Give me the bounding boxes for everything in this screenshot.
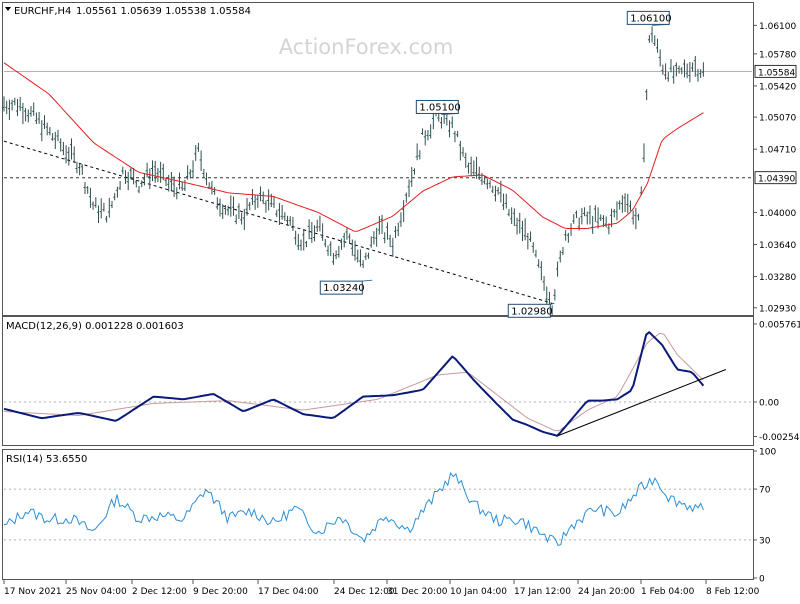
watermark: ActionForex.com <box>279 35 454 59</box>
price-ytick-label: 1.06100 <box>759 22 796 32</box>
macd-panel <box>2 316 754 446</box>
rsi-line <box>3 471 704 547</box>
current-price-label-box <box>754 64 797 78</box>
price-annotation-label: 1.02980 <box>511 306 552 317</box>
x-tick-label: 8 Feb 12:00 <box>706 587 760 597</box>
x-tick-label: 17 Nov 2021 <box>4 587 62 597</box>
price-annotation-box <box>415 99 459 114</box>
x-tick-label: 10 Jan 04:00 <box>450 587 507 597</box>
x-tick-label: 24 Jan 20:00 <box>578 587 635 597</box>
level-label: 1.04390 <box>758 175 795 185</box>
price-annotation-box <box>319 280 363 295</box>
macd-line <box>3 331 705 437</box>
price-ytick-label: 1.04710 <box>759 146 796 156</box>
price-ytick-label: 1.02930 <box>759 304 796 314</box>
price-annotation-pointer <box>652 23 670 26</box>
x-tick-label: 2 Dec 12:00 <box>132 587 187 597</box>
macd-ytick-label: 0.00 <box>759 399 779 409</box>
x-tick-label: 9 Dec 20:00 <box>193 587 248 597</box>
price-annotation-pointer <box>550 302 555 305</box>
price-trendline <box>3 140 553 304</box>
price-annotation-label: 1.05100 <box>419 102 460 113</box>
rsi-ytick-label: 0 <box>759 575 765 585</box>
rsi-layer: 100 70 30 0 <box>3 448 776 585</box>
level-label-box <box>754 171 797 185</box>
price-annotation-pointer <box>362 279 373 282</box>
macd-panel-title: MACD(12,26,9) 0.001228 0.001603 <box>6 321 184 332</box>
price-ytick-label: 1.03280 <box>759 273 796 283</box>
price-annotation-label: 1.06100 <box>630 13 671 24</box>
macd-trendline <box>557 369 727 437</box>
header-symbol: EURCHF,H4 <box>14 6 71 17</box>
header-arrow-icon <box>5 7 11 11</box>
macd-ytick-label: 0.005761 <box>759 320 800 330</box>
rsi-panel <box>2 449 754 580</box>
price-annotation-box <box>626 10 670 25</box>
rsi-panel-title: RSI(14) 53.6550 <box>6 454 87 465</box>
price-annotation-box <box>507 303 551 318</box>
x-tick-label: 24 Dec 12:00 <box>334 587 395 597</box>
price-ytick-label: 1.04000 <box>759 209 796 219</box>
price-ytick-label: 1.05420 <box>759 82 796 92</box>
axis-layer: 17 Nov 2021 25 Nov 04:00 2 Dec 12:00 9 Dec … <box>3 580 760 597</box>
price-annotation-pointer <box>441 113 459 115</box>
macd-ytick-label: -0.002546 <box>759 433 800 443</box>
price-annotation-label: 1.03240 <box>323 283 364 294</box>
price-layer: 1.06100 1.05780 1.05420 1.05070 1.04710 1.040… <box>2 10 797 318</box>
price-ytick-label: 1.05780 <box>759 50 796 60</box>
x-tick-label: 17 Jan 12:00 <box>514 587 571 597</box>
x-tick-label: 31 Dec 20:00 <box>387 587 448 597</box>
header-ohlc: 1.05561 1.05639 1.05538 1.05584 <box>76 6 251 17</box>
x-tick-label: 1 Feb 04:00 <box>641 587 695 597</box>
rsi-ytick-label: 30 <box>759 536 771 546</box>
rsi-ytick-label: 100 <box>759 448 776 458</box>
rsi-ytick-label: 70 <box>759 486 771 496</box>
moving-average-line <box>3 62 704 232</box>
current-price-label: 1.05584 <box>758 68 795 78</box>
price-ytick-label: 1.03640 <box>759 241 796 251</box>
x-tick-label: 25 Nov 04:00 <box>66 587 127 597</box>
macd-layer: 0.005761 0.00 -0.002546 <box>3 320 800 443</box>
x-tick-label: 17 Dec 04:00 <box>258 587 319 597</box>
price-panel <box>2 2 754 316</box>
price-ytick-label: 1.05070 <box>759 114 796 124</box>
